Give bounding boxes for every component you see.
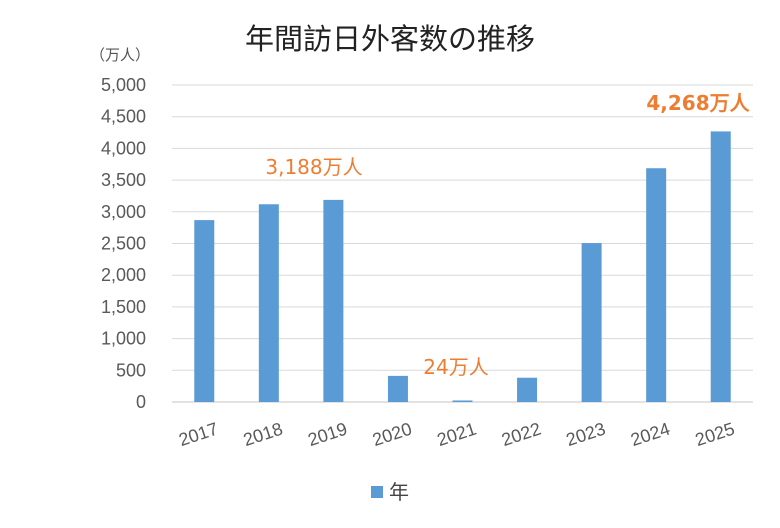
bar-2018 xyxy=(258,204,279,402)
legend-swatch xyxy=(371,486,383,498)
y-tick-label: 1,000 xyxy=(101,329,146,349)
y-tick-label: 3,000 xyxy=(101,202,146,222)
x-tick-label: 2022 xyxy=(499,419,543,450)
bar-2023 xyxy=(581,243,602,402)
y-tick-label: 0 xyxy=(136,392,146,412)
bar-2025 xyxy=(710,131,731,402)
x-tick-label: 2024 xyxy=(628,419,672,450)
data-annotation-2025: 4,268万人 xyxy=(646,91,750,115)
bar-2019 xyxy=(323,199,344,402)
x-tick-label: 2017 xyxy=(176,419,220,450)
bar-2017 xyxy=(194,220,215,402)
y-tick-label: 5,000 xyxy=(101,75,146,95)
bar-2021 xyxy=(452,400,473,402)
data-annotation-2021: 24万人 xyxy=(423,355,488,379)
y-tick-label: 1,500 xyxy=(101,297,146,317)
data-annotation-2019: 3,188万人 xyxy=(265,155,362,179)
bar-2022 xyxy=(517,377,538,402)
x-tick-label: 2020 xyxy=(370,419,414,450)
legend-label: 年 xyxy=(389,480,409,504)
y-tick-label: 4,000 xyxy=(101,138,146,158)
x-tick-label: 2023 xyxy=(564,419,608,450)
y-tick-label: 500 xyxy=(116,360,146,380)
x-tick-label: 2018 xyxy=(241,419,285,450)
x-tick-label: 2021 xyxy=(435,419,479,450)
bar-2020 xyxy=(387,375,408,402)
bar-2024 xyxy=(646,168,667,402)
y-tick-label: 2,000 xyxy=(101,265,146,285)
x-tick-label: 2025 xyxy=(693,419,737,450)
y-tick-label: 3,500 xyxy=(101,170,146,190)
chart-title: 年間訪日外客数の推移 xyxy=(244,22,535,56)
y-tick-label: 4,500 xyxy=(101,107,146,127)
x-tick-label: 2019 xyxy=(305,419,349,450)
y-axis-unit-label: （万人） xyxy=(90,46,151,64)
legend: 年 xyxy=(0,476,780,505)
y-tick-label: 2,500 xyxy=(101,234,146,254)
